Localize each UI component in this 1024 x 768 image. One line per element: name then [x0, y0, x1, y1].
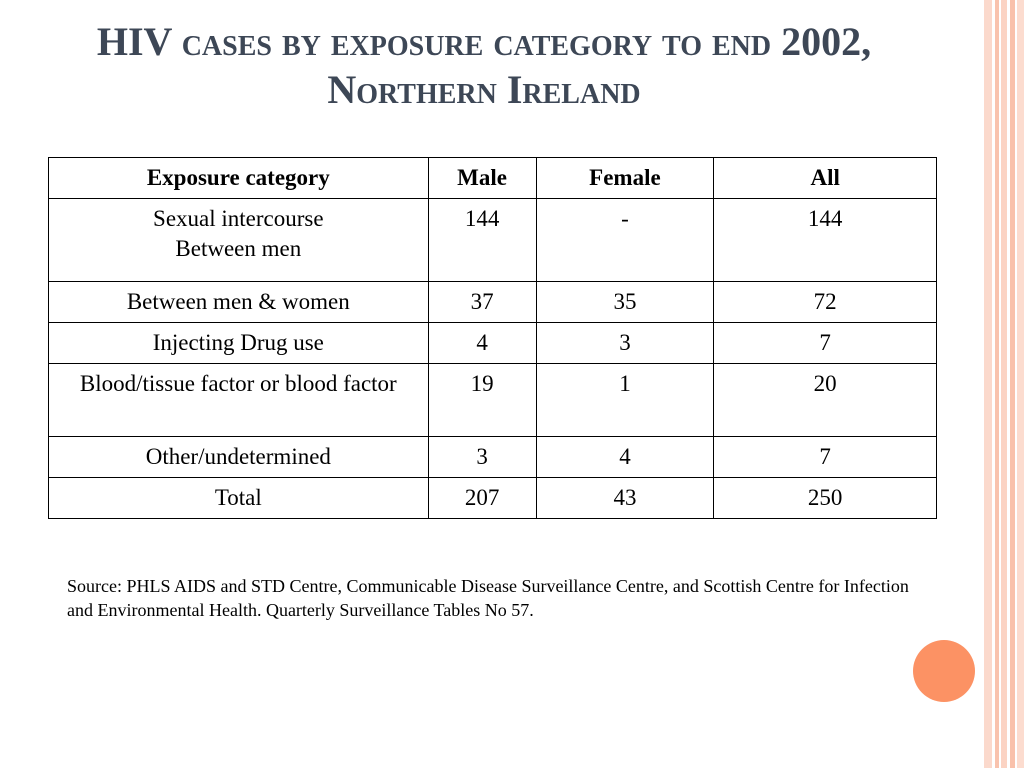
stripe [984, 0, 992, 768]
header-female: Female [535, 157, 715, 199]
stripe [1010, 0, 1015, 768]
male-cell: 37 [427, 281, 537, 323]
female-cell: - [535, 198, 715, 282]
header-exposure-category: Exposure category [48, 157, 429, 199]
all-cell: 7 [713, 322, 937, 364]
exposure-table: Exposure category Male Female All Sexual… [48, 157, 937, 519]
all-cell: 7 [713, 436, 937, 478]
stripe [1017, 0, 1024, 768]
male-cell: 19 [427, 363, 537, 437]
male-cell: 3 [427, 436, 537, 478]
category-cell: Total [48, 477, 429, 519]
female-cell: 1 [535, 363, 715, 437]
category-cell: Sexual intercourse Between men [48, 198, 429, 282]
table-row: Sexual intercourse Between men 144 - 144 [48, 198, 937, 282]
table-row: Blood/tissue factor or blood factor 19 1… [48, 363, 937, 437]
header-male: Male [427, 157, 537, 199]
table-header-row: Exposure category Male Female All [48, 157, 937, 199]
all-cell: 72 [713, 281, 937, 323]
female-cell: 4 [535, 436, 715, 478]
category-label: Sexual intercourse [153, 206, 324, 231]
category-cell: Between men & women [48, 281, 429, 323]
decorative-circle [913, 640, 975, 702]
male-cell: 207 [427, 477, 537, 519]
slide-title: HIV cases by exposure category to end 20… [0, 18, 968, 114]
header-all: All [713, 157, 937, 199]
all-cell: 144 [713, 198, 937, 282]
slide-title-line1: HIV cases by exposure category to end 20… [96, 19, 872, 64]
all-cell: 250 [713, 477, 937, 519]
table-row: Injecting Drug use 4 3 7 [48, 322, 937, 364]
source-note: Source: PHLS AIDS and STD Centre, Commun… [67, 576, 909, 620]
decorative-stripes [984, 0, 1024, 768]
female-cell: 35 [535, 281, 715, 323]
category-cell: Other/undetermined [48, 436, 429, 478]
category-cell: Injecting Drug use [48, 322, 429, 364]
male-cell: 144 [427, 198, 537, 282]
stripe [1001, 0, 1007, 768]
table-row: Between men & women 37 35 72 [48, 281, 937, 323]
slide-title-line2: Northern Ireland [327, 67, 641, 112]
category-sublabel: Between men [175, 236, 302, 261]
male-cell: 4 [427, 322, 537, 364]
stripe [995, 0, 999, 768]
all-cell: 20 [713, 363, 937, 437]
category-cell: Blood/tissue factor or blood factor [48, 363, 429, 437]
female-cell: 43 [535, 477, 715, 519]
table-row-total: Total 207 43 250 [48, 477, 937, 519]
female-cell: 3 [535, 322, 715, 364]
table-row: Other/undetermined 3 4 7 [48, 436, 937, 478]
